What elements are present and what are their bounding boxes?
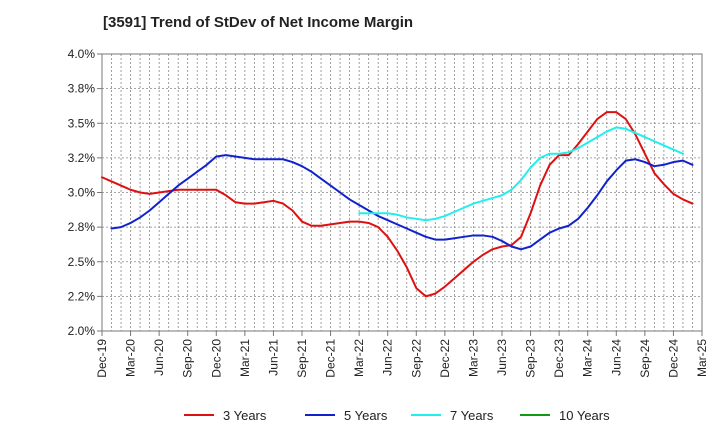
x-tick-label: Sep-24 xyxy=(638,339,652,378)
x-tick-label: Mar-22 xyxy=(352,339,366,377)
x-tick-label: Dec-20 xyxy=(209,339,223,378)
legend: 3 Years 5 Years 7 Years 10 Years xyxy=(184,408,610,423)
y-tick-label: 4.0% xyxy=(68,47,96,61)
x-tick-label: Sep-20 xyxy=(181,339,195,378)
x-tick-label: Mar-25 xyxy=(695,339,709,377)
y-tick-label: 3.2% xyxy=(68,151,96,165)
legend-label-5-years: 5 Years xyxy=(344,408,388,423)
x-tick-label: Sep-21 xyxy=(295,339,309,378)
legend-label-7-years: 7 Years xyxy=(450,408,494,423)
series-layer xyxy=(101,111,694,298)
x-tick-label: Dec-22 xyxy=(438,339,452,378)
y-tick-label: 2.0% xyxy=(68,324,96,338)
x-tick-label: Dec-21 xyxy=(324,339,338,378)
series-line-3-years xyxy=(101,111,694,298)
y-axis: 2.0% 2.2% 2.5% 2.8% 3.0% 3.2% 3.5% 3.8% 4.0% xyxy=(68,47,102,338)
y-tick-label: 2.5% xyxy=(68,255,96,269)
x-axis: Dec-19 Mar-20 Jun-20 Sep-20 Dec-20 Mar-21 Jun-… xyxy=(95,331,709,378)
y-tick-label: 3.8% xyxy=(68,82,96,96)
y-tick-label: 3.5% xyxy=(68,116,96,130)
series-line-7-years xyxy=(358,126,684,222)
series-line-5-years xyxy=(110,154,694,251)
y-tick-label: 2.2% xyxy=(68,289,96,303)
x-tick-label: Dec-24 xyxy=(666,339,680,378)
x-tick-label: Jun-20 xyxy=(152,339,166,376)
x-tick-label: Dec-23 xyxy=(552,339,566,378)
legend-label-10-years: 10 Years xyxy=(559,408,610,423)
x-tick-label: Jun-24 xyxy=(609,339,623,376)
x-tick-label: Jun-21 xyxy=(266,339,280,376)
grid xyxy=(102,53,702,332)
y-tick-label: 2.8% xyxy=(68,220,96,234)
x-tick-label: Mar-23 xyxy=(466,339,480,377)
x-tick-label: Mar-20 xyxy=(124,339,138,377)
x-tick-label: Mar-21 xyxy=(238,339,252,377)
chart-title: [3591] Trend of StDev of Net Income Marg… xyxy=(103,14,414,31)
x-tick-label: Sep-22 xyxy=(409,339,423,378)
x-tick-label: Sep-23 xyxy=(524,339,538,378)
x-tick-label: Mar-24 xyxy=(581,339,595,377)
y-tick-label: 3.0% xyxy=(68,186,96,200)
x-tick-label: Jun-22 xyxy=(381,339,395,376)
x-tick-label: Jun-23 xyxy=(495,339,509,376)
x-tick-label: Dec-19 xyxy=(95,339,109,378)
legend-label-3-years: 3 Years xyxy=(223,408,267,423)
